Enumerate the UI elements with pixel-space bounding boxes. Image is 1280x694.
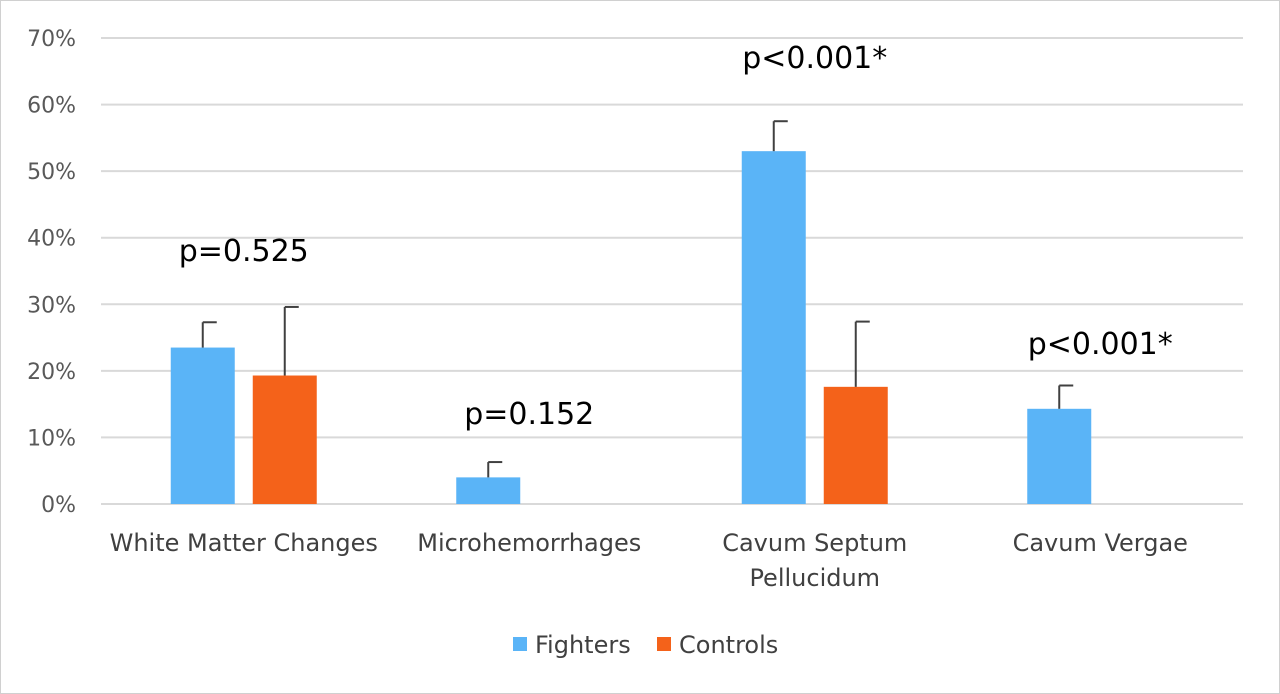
y-tick-label: 40% [27, 227, 76, 252]
p-value-label: p=0.525 [179, 234, 309, 269]
p-value-label: p<0.001* [1028, 327, 1173, 362]
y-tick-label: 20% [27, 360, 76, 385]
y-tick-label: 60% [27, 94, 76, 119]
category-label: White Matter Changes [110, 529, 378, 557]
y-tick-label: 10% [27, 426, 76, 451]
bar-controls [823, 386, 888, 504]
legend-swatch-controls [657, 637, 671, 651]
category-label: Pellucidum [749, 564, 880, 592]
y-tick-label: 50% [27, 160, 76, 185]
bar-fighters [741, 151, 806, 504]
bar-fighters [1027, 408, 1092, 504]
category-label: Cavum Vergae [1013, 529, 1188, 557]
legend-swatch-fighters [513, 637, 527, 651]
y-tick-label: 70% [27, 27, 76, 52]
error-bars [201, 120, 1074, 478]
p-value-label: p<0.001* [742, 41, 887, 76]
legend-label-controls: Controls [679, 631, 778, 659]
p-value-label: p=0.152 [464, 397, 594, 432]
legend: Fighters Controls [513, 631, 778, 659]
bar-fighters [456, 477, 521, 504]
bar-fighters [170, 347, 235, 504]
y-tick-label: 0% [41, 493, 76, 518]
y-tick-label: 30% [27, 293, 76, 318]
y-axis-ticks: 0% 10% 20% 30% 40% 50% 60% 70% [27, 27, 76, 518]
p-value-annotations: p=0.525 p=0.152 p<0.001* p<0.001* [179, 41, 1173, 432]
bars [170, 151, 1092, 504]
category-label: Cavum Septum [722, 529, 907, 557]
bar-controls [252, 375, 317, 504]
legend-label-fighters: Fighters [535, 631, 631, 659]
x-axis-categories: White Matter Changes Microhemorrhages Cavu… [110, 529, 1188, 592]
category-label: Microhemorrhages [417, 529, 641, 557]
